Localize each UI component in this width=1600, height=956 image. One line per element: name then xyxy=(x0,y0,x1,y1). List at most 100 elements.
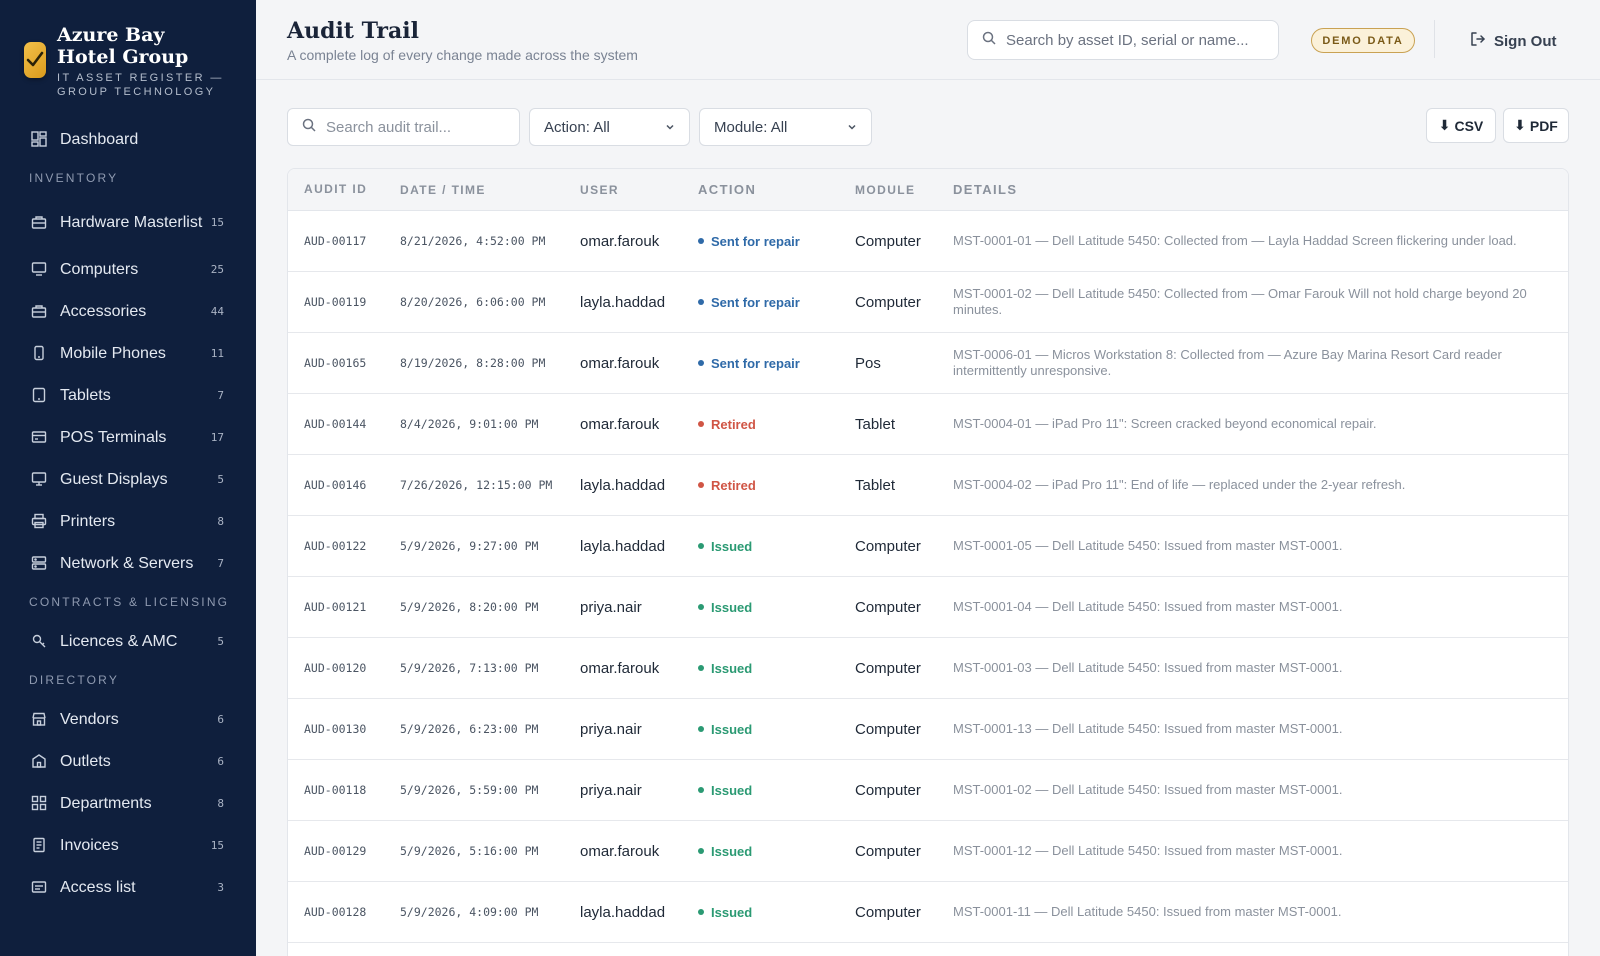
details-cell: MST-0001-02 — Dell Latitude 5450: Issued… xyxy=(953,782,1343,797)
sidebar-item-count: 8 xyxy=(217,514,224,528)
column-header-details[interactable]: DETAILS xyxy=(953,181,1018,197)
action-filter-select[interactable]: Action: All xyxy=(529,108,690,146)
date-time-cell: 5/9/2026, 9:27:00 PM xyxy=(400,539,539,553)
sidebar-item-mobile-phones[interactable]: Mobile Phones 11 xyxy=(0,332,256,374)
date-time-cell: 5/9/2026, 7:13:00 PM xyxy=(400,661,539,675)
audit-search-input[interactable] xyxy=(326,118,516,136)
action-cell: Issued xyxy=(694,722,852,737)
sidebar-item-invoices[interactable]: Invoices 15 xyxy=(0,824,256,866)
sidebar-item-hardware-masterlist[interactable]: Hardware Masterlist 15 xyxy=(0,196,256,248)
export-pdf-button[interactable]: ⬇ PDF xyxy=(1503,108,1569,143)
sidebar-item-access-list[interactable]: Access list 3 xyxy=(0,866,256,908)
audit-id-cell: AUD-00121 xyxy=(304,599,367,614)
table-row[interactable]: AUD-00120 5/9/2026, 7:13:00 PM omar.farouk… xyxy=(288,638,1568,699)
table-row[interactable]: AUD-00165 8/19/2026, 8:28:00 PM omar.farou… xyxy=(288,333,1568,394)
list-icon xyxy=(30,878,48,896)
sidebar-item-printers[interactable]: Printers 8 xyxy=(0,500,256,542)
audit-id-cell: AUD-00129 xyxy=(304,843,367,858)
table-row[interactable]: AUD-00119 8/20/2026, 6:06:00 PM layla.hadd… xyxy=(288,272,1568,333)
building-icon xyxy=(30,752,48,770)
page-title: Audit Trail xyxy=(287,18,419,44)
status-dot-icon xyxy=(698,909,704,915)
sidebar-item-count: 7 xyxy=(217,388,224,402)
table-row[interactable]: AUD-00144 8/4/2026, 9:01:00 PM omar.farouk… xyxy=(288,394,1568,455)
sidebar-item-pos-terminals[interactable]: POS Terminals 17 xyxy=(0,416,256,458)
sidebar-item-label: Vendors xyxy=(60,710,119,728)
table-row[interactable]: AUD-00118 5/9/2026, 5:59:00 PM priya.nair I… xyxy=(288,760,1568,821)
user-cell: omar.farouk xyxy=(580,354,660,372)
global-search[interactable] xyxy=(967,20,1279,60)
date-time-cell: 8/20/2026, 6:06:00 PM xyxy=(400,295,546,309)
details-cell: MST-0004-01 — iPad Pro 11": Screen crack… xyxy=(953,416,1377,431)
sidebar-item-accessories[interactable]: Accessories 44 xyxy=(0,290,256,332)
module-filter-select[interactable]: Module: All xyxy=(699,108,872,146)
table-row[interactable]: AUD-00129 5/9/2026, 5:16:00 PM omar.farouk… xyxy=(288,821,1568,882)
sidebar-item-licences-amc[interactable]: Licences & AMC 5 xyxy=(0,620,256,662)
page-header: Audit Trail A complete log of every chan… xyxy=(256,0,1600,80)
column-header-action[interactable]: ACTION xyxy=(698,182,757,197)
user-cell: layla.haddad xyxy=(580,903,666,921)
column-header-audit-id[interactable]: AUDIT ID xyxy=(304,182,368,196)
sidebar: Azure Bay Hotel Group IT ASSET REGISTER … xyxy=(0,0,256,956)
action-badge: Issued xyxy=(711,843,753,859)
sidebar-item-tablets[interactable]: Tablets 7 xyxy=(0,374,256,416)
sidebar-item-outlets[interactable]: Outlets 6 xyxy=(0,740,256,782)
table-row[interactable]: AUD-00146 7/26/2026, 12:15:00 PM layla.had… xyxy=(288,455,1568,516)
export-csv-button[interactable]: ⬇ CSV xyxy=(1426,108,1496,143)
action-badge: Issued xyxy=(711,904,753,920)
user-cell: omar.farouk xyxy=(580,842,660,860)
column-header-user[interactable]: USER xyxy=(580,182,619,197)
action-cell: Issued xyxy=(694,661,852,676)
search-icon xyxy=(982,31,996,50)
card-icon xyxy=(30,428,48,446)
sidebar-item-guest-displays[interactable]: Guest Displays 5 xyxy=(0,458,256,500)
column-header-module[interactable]: MODULE xyxy=(855,182,916,197)
table-row[interactable]: AUD-00121 5/9/2026, 8:20:00 PM priya.nair I… xyxy=(288,577,1568,638)
sidebar-item-computers[interactable]: Computers 25 xyxy=(0,248,256,290)
audit-table: AUDIT ID DATE / TIME USER ACTION MODULE … xyxy=(287,168,1569,956)
details-cell: MST-0001-05 — Dell Latitude 5450: Issued… xyxy=(953,538,1343,553)
sidebar-item-label: Accessories xyxy=(60,302,147,320)
status-dot-icon xyxy=(698,726,704,732)
sidebar-item-dashboard[interactable]: Dashboard xyxy=(0,118,256,160)
module-cell: Tablet xyxy=(855,415,896,433)
user-cell: omar.farouk xyxy=(580,232,660,250)
sidebar-item-count: 8 xyxy=(217,796,224,810)
table-row[interactable]: AUD-00122 5/9/2026, 9:27:00 PM layla.hadda… xyxy=(288,516,1568,577)
sidebar-item-vendors[interactable]: Vendors 6 xyxy=(0,698,256,740)
action-cell: Retired xyxy=(694,417,852,432)
column-header-date-time[interactable]: DATE / TIME xyxy=(400,182,486,197)
audit-id-cell: AUD-00122 xyxy=(304,538,367,553)
details-cell: MST-0001-11 — Dell Latitude 5450: Issued… xyxy=(953,904,1342,919)
module-cell: Computer xyxy=(855,232,921,250)
user-cell: priya.nair xyxy=(580,781,642,799)
date-time-cell: 8/19/2026, 8:28:00 PM xyxy=(400,356,546,370)
table-row[interactable]: AUD-00128 5/9/2026, 4:09:00 PM layla.hadda… xyxy=(288,882,1568,943)
box-icon xyxy=(30,213,48,231)
user-cell: layla.haddad xyxy=(580,537,666,555)
sidebar-item-label: Licences & AMC xyxy=(60,632,178,650)
status-dot-icon xyxy=(698,299,704,305)
sidebar-item-count: 5 xyxy=(217,472,224,486)
audit-search[interactable] xyxy=(287,108,520,146)
module-cell: Tablet xyxy=(855,476,896,494)
module-cell: Computer xyxy=(855,720,921,738)
table-row[interactable]: AUD-00130 5/9/2026, 6:23:00 PM priya.nair I… xyxy=(288,699,1568,760)
global-search-input[interactable] xyxy=(1006,31,1266,49)
user-cell: priya.nair xyxy=(580,720,642,738)
action-badge: Retired xyxy=(711,477,756,493)
audit-id-cell: AUD-00165 xyxy=(304,355,367,370)
action-cell: Issued xyxy=(694,600,852,615)
sidebar-item-departments[interactable]: Departments 8 xyxy=(0,782,256,824)
brand-name: Azure Bay Hotel Group xyxy=(57,24,189,68)
table-row[interactable]: AUD-00117 8/21/2026, 4:52:00 PM omar.farou… xyxy=(288,211,1568,272)
sidebar-item-network-servers[interactable]: Network & Servers 7 xyxy=(0,542,256,584)
sign-out-button[interactable]: Sign Out xyxy=(1470,28,1557,54)
details-cell: MST-0006-01 — Micros Workstation 8: Coll… xyxy=(953,347,1502,378)
audit-id-cell: AUD-00130 xyxy=(304,721,367,736)
checkmark-logo-icon xyxy=(24,42,46,78)
monitor-icon xyxy=(30,260,48,278)
brand[interactable]: Azure Bay Hotel Group IT ASSET REGISTER … xyxy=(0,0,256,118)
module-cell: Computer xyxy=(855,598,921,616)
details-cell: MST-0001-03 — Dell Latitude 5450: Issued… xyxy=(953,660,1343,675)
